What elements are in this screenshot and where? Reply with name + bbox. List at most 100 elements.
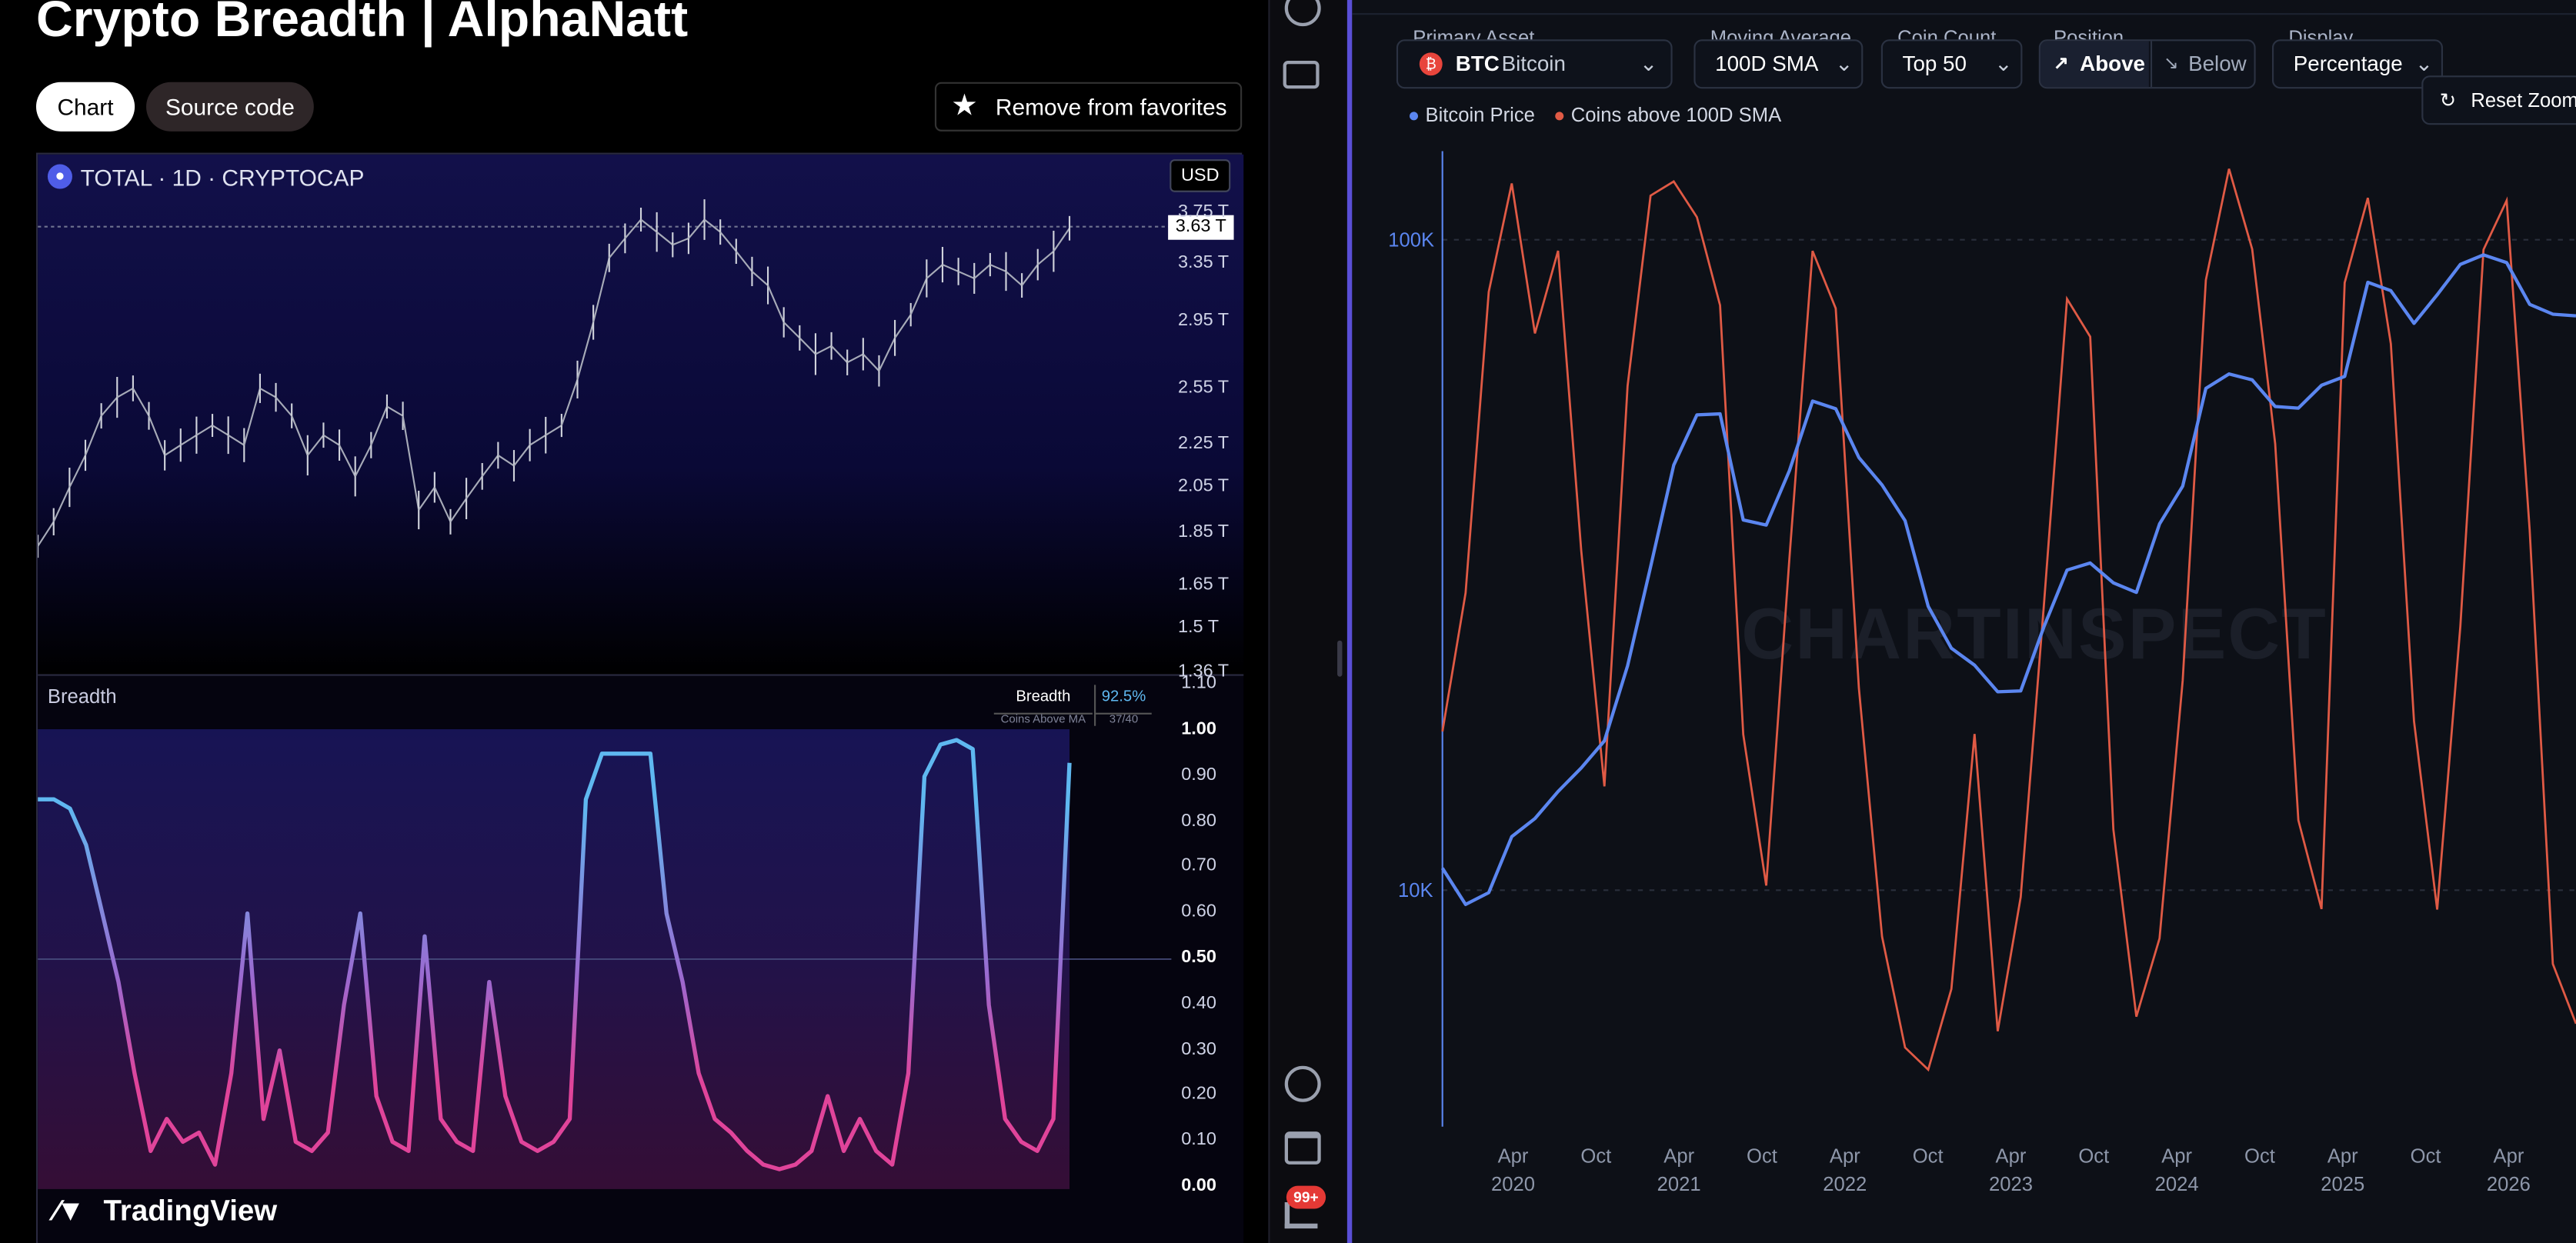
- price-y-tick: 1.5 T: [1177, 617, 1220, 638]
- price-y-tick: 2.05 T: [1177, 475, 1230, 496]
- feed-icon[interactable]: [1284, 1201, 1318, 1229]
- price-segment: [481, 455, 499, 477]
- x-tick-month: Apr: [2161, 1145, 2193, 1168]
- x-tick-month: Oct: [1747, 1145, 1777, 1168]
- price-segment: [116, 387, 134, 398]
- legend-bitcoin[interactable]: Bitcoin Price: [1425, 103, 1535, 127]
- price-segment: [576, 322, 595, 380]
- currency-badge[interactable]: USD: [1170, 159, 1231, 192]
- legend-dot-bitcoin: ●: [1407, 103, 1420, 127]
- price-y-tick: 1.85 T: [1177, 522, 1230, 542]
- chart-legend: ● Bitcoin Price ● Coins above 100D SMA: [1408, 104, 1781, 127]
- price-segment: [386, 405, 404, 417]
- bitcoin-breadth-chart[interactable]: [1352, 0, 2576, 1243]
- trend-down-icon: ↘: [2164, 54, 2179, 75]
- breadth-legend: Breadth 92.5% Coins Above MA 37/40: [993, 685, 1152, 737]
- chevron-down-icon: ⌄: [1835, 51, 1854, 76]
- asset-name: Bitcoin: [1501, 51, 1566, 76]
- price-y-tick: 1.65 T: [1177, 574, 1230, 595]
- breadth-y-tick: 0.30: [1181, 1038, 1216, 1059]
- price-segment: [973, 264, 991, 279]
- price-segment: [1053, 228, 1070, 252]
- coins-above-line: [1441, 168, 2576, 1072]
- x-tick-month: Apr: [1829, 1145, 1860, 1168]
- brand-name: TradingView: [103, 1194, 278, 1227]
- price-segment: [68, 455, 86, 488]
- last-price-tag: 3.63 T: [1168, 215, 1234, 240]
- legend-dot-coins: ●: [1553, 103, 1566, 127]
- legend-coins[interactable]: Coins above 100D SMA: [1570, 103, 1782, 127]
- price-segment: [148, 415, 166, 456]
- price-segment: [989, 264, 1006, 272]
- price-segment: [243, 388, 261, 445]
- price-segment: [433, 487, 452, 522]
- price-segment: [942, 264, 959, 272]
- breadth-y-tick: 0.00: [1181, 1175, 1216, 1196]
- price-segment: [291, 415, 309, 456]
- calendar-icon[interactable]: [1284, 1131, 1321, 1165]
- price-series: [38, 199, 1071, 558]
- display-select[interactable]: Percentage ⌄: [2271, 39, 2444, 89]
- price-segment: [100, 396, 118, 417]
- price-segment: [180, 434, 197, 446]
- x-tick-month: Oct: [1580, 1145, 1612, 1168]
- price-segment: [1037, 250, 1055, 265]
- price-segment: [164, 444, 182, 456]
- price-segment: [958, 270, 975, 279]
- tab-source-code[interactable]: Source code: [146, 82, 314, 132]
- remove-favorites-button[interactable]: ★ Remove from favorites: [934, 82, 1243, 132]
- price-segment: [402, 415, 420, 511]
- price-segment: [608, 238, 626, 259]
- x-tick-month: Apr: [1995, 1145, 2027, 1168]
- price-segment: [799, 337, 816, 355]
- price-y-tick: 1.36 T: [1177, 661, 1230, 682]
- price-segment: [751, 271, 769, 286]
- primary-asset-select[interactable]: ₿ BTC Bitcoin ⌄: [1396, 39, 1673, 89]
- breadth-y-tick: 0.10: [1181, 1130, 1216, 1151]
- price-pane-bg: [38, 154, 1244, 675]
- moving-average-select[interactable]: 100D SMA ⌄: [1693, 39, 1864, 89]
- price-segment: [560, 379, 579, 426]
- tab-chart[interactable]: Chart: [35, 82, 135, 132]
- price-segment: [735, 251, 753, 272]
- gauge-icon[interactable]: [1284, 1065, 1321, 1102]
- price-segment: [85, 415, 102, 456]
- tradingview-logo[interactable]: ⁄▼ TradingView: [54, 1192, 284, 1231]
- x-tick-year: 2022: [1823, 1172, 1867, 1196]
- history-icon[interactable]: [1284, 0, 1321, 27]
- price-segment: [592, 258, 610, 323]
- x-tick-month: Oct: [2410, 1145, 2441, 1168]
- price-segment: [767, 285, 785, 323]
- tradingview-chart: [38, 154, 1244, 1243]
- position-above-button[interactable]: ↗ Above: [2040, 41, 2149, 88]
- resize-handle[interactable]: [1337, 640, 1343, 677]
- star-icon: ★: [951, 88, 978, 122]
- price-segment: [52, 487, 71, 522]
- x-tick-year: 2023: [1988, 1172, 2033, 1196]
- coins-series: [1441, 168, 2576, 1072]
- price-segment: [529, 434, 546, 446]
- price-segment: [228, 434, 245, 446]
- position-below-button[interactable]: ↘ Below: [2150, 41, 2256, 88]
- price-segment: [830, 345, 848, 363]
- chat-icon[interactable]: [1283, 61, 1320, 89]
- price-segment: [38, 521, 55, 547]
- price-segment: [259, 387, 277, 398]
- top-border: [1352, 13, 2576, 15]
- breadth-series: [38, 738, 1072, 1171]
- price-segment: [275, 396, 292, 417]
- legend-sub-value: 37/40: [1094, 714, 1152, 726]
- position-toggle: ↗ Above ↘ Below: [2038, 39, 2256, 89]
- asset-ticker: BTC: [1455, 51, 1500, 76]
- chartinspect-panel: Primary Asset ₿ BTC Bitcoin ⌄ Moving Ave…: [1346, 0, 2576, 1243]
- y-tick-100k: 100K: [1388, 228, 1435, 252]
- price-segment: [703, 218, 721, 233]
- breadth-y-tick: 1.00: [1181, 719, 1216, 739]
- price-segment: [846, 353, 864, 364]
- chart-frame[interactable]: ● TOTAL · 1D · CRYPTOCAP USD 3.63 T 3.75…: [35, 152, 1244, 1243]
- x-tick-month: Oct: [2078, 1145, 2110, 1168]
- coin-count-select[interactable]: Top 50 ⌄: [1880, 39, 2023, 89]
- reset-zoom-button[interactable]: ↻ Reset Zoom: [2421, 75, 2576, 125]
- reset-icon: ↻: [2439, 88, 2457, 112]
- breadth-y-tick: 1.10: [1181, 673, 1216, 694]
